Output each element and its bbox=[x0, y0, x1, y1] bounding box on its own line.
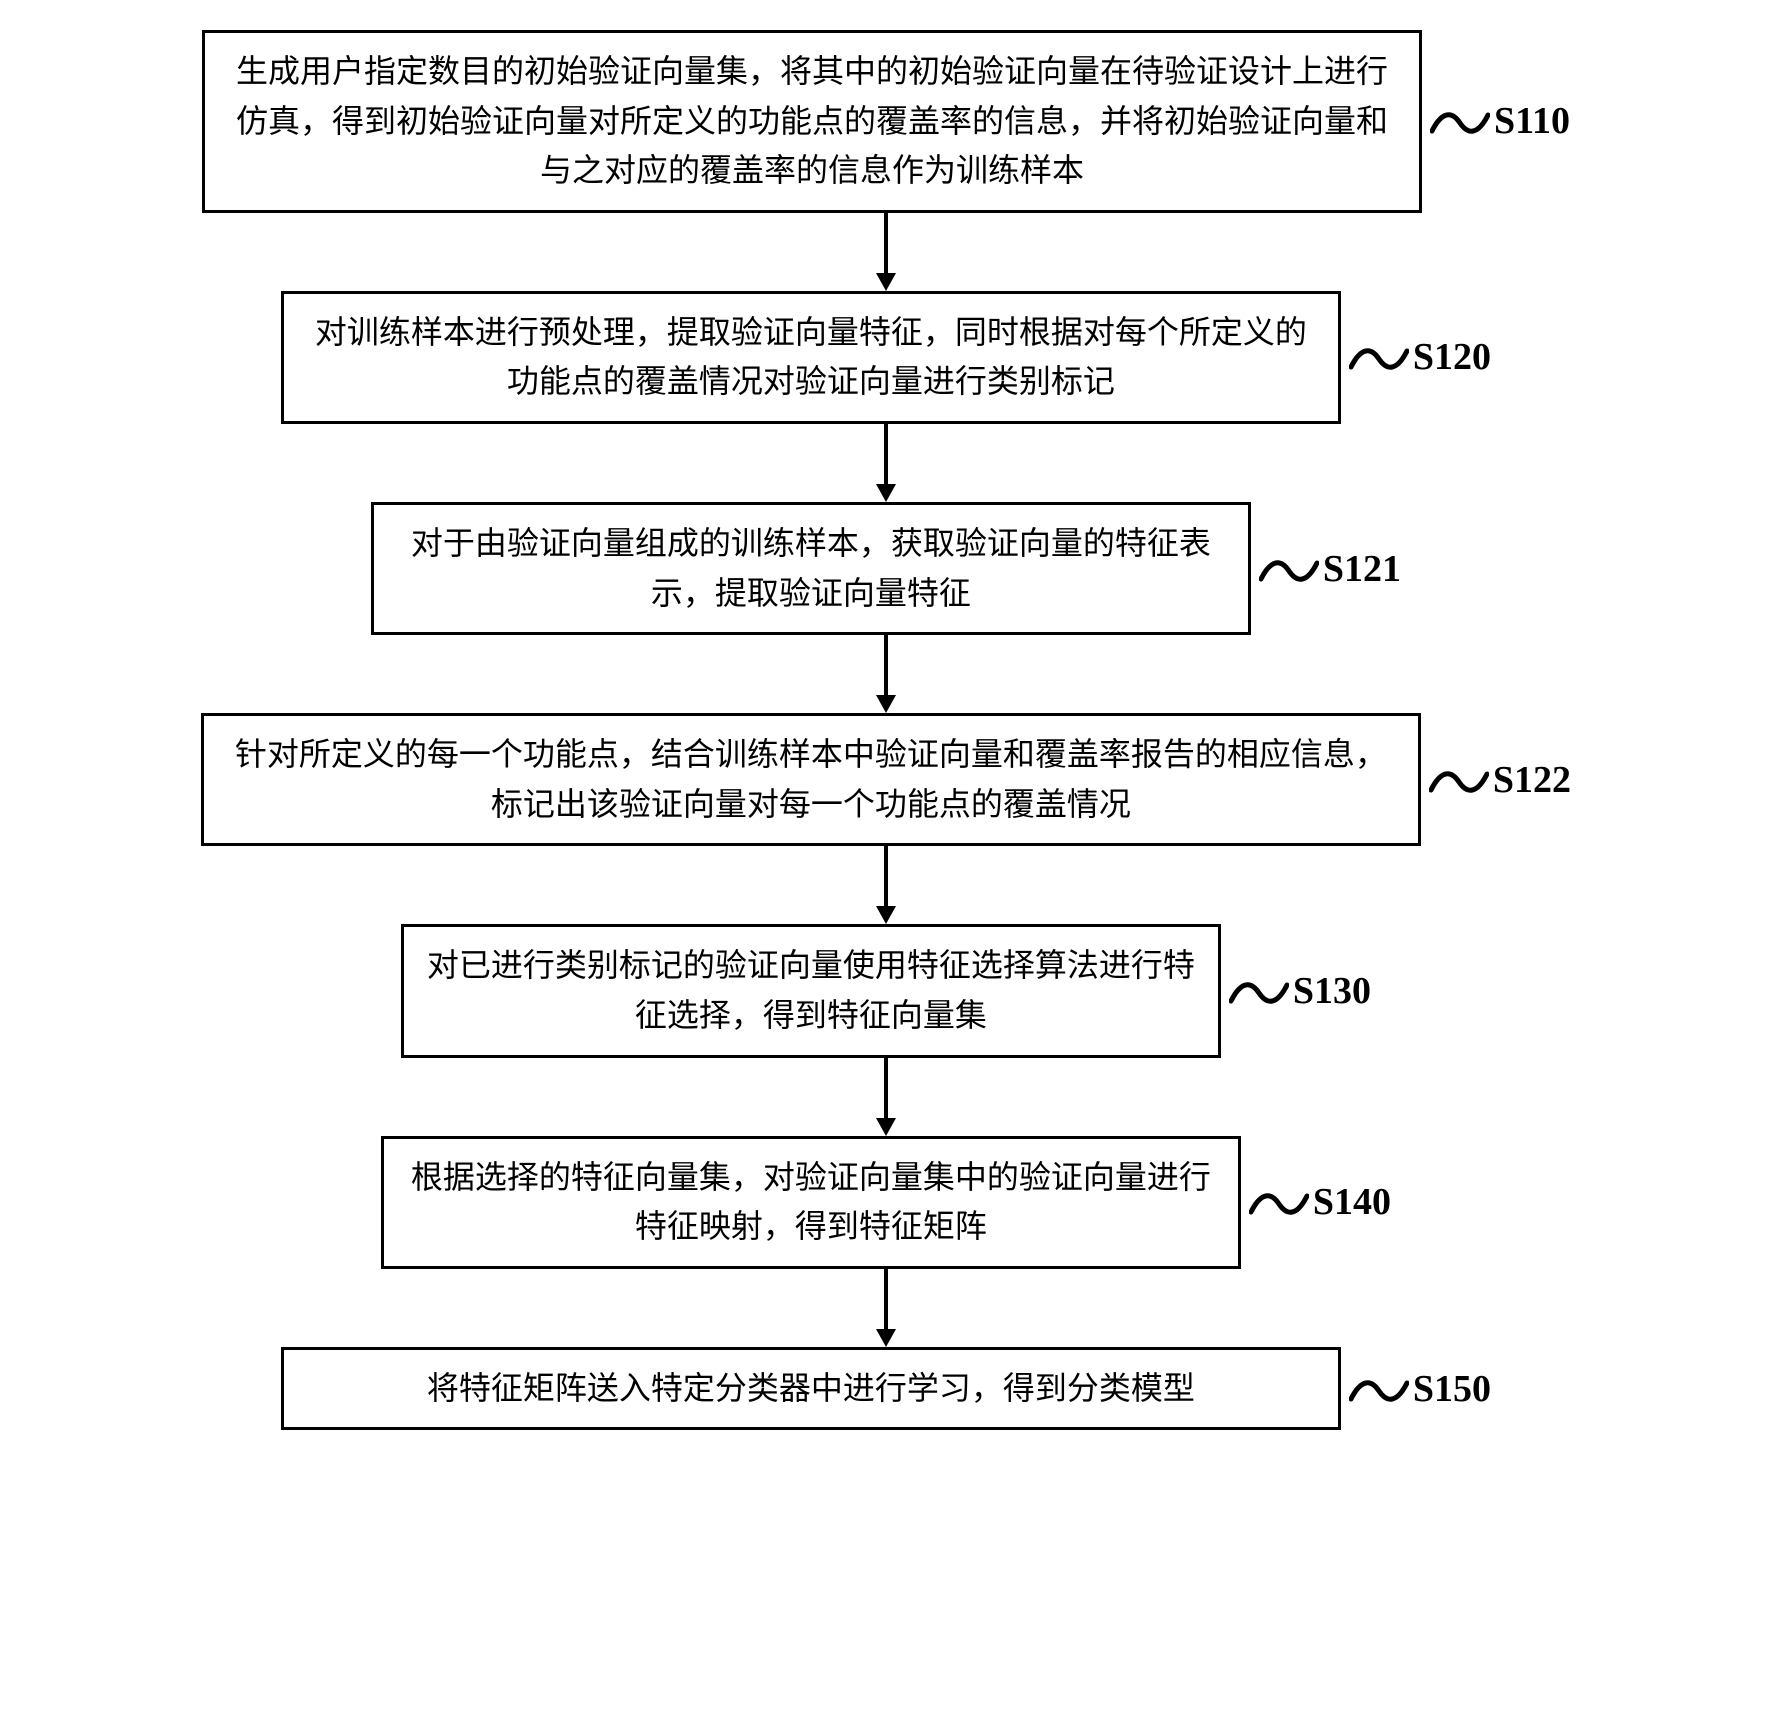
step-label: S140 bbox=[1313, 1180, 1391, 1224]
flowchart-step: 针对所定义的每一个功能点，结合训练样本中验证向量和覆盖率报告的相应信息，标记出该… bbox=[20, 713, 1752, 846]
step-box: 针对所定义的每一个功能点，结合训练样本中验证向量和覆盖率报告的相应信息，标记出该… bbox=[201, 713, 1421, 846]
flowchart-step: 将特征矩阵送入特定分类器中进行学习，得到分类模型 S150 bbox=[20, 1347, 1752, 1431]
step-box: 对于由验证向量组成的训练样本，获取验证向量的特征表示，提取验证向量特征 bbox=[371, 502, 1251, 635]
step-label-wrap: S120 bbox=[1349, 335, 1491, 379]
step-label-wrap: S150 bbox=[1349, 1367, 1491, 1411]
flowchart-step: 对于由验证向量组成的训练样本，获取验证向量的特征表示，提取验证向量特征 S121 bbox=[20, 502, 1752, 635]
step-label: S150 bbox=[1413, 1367, 1491, 1411]
step-label-wrap: S122 bbox=[1429, 758, 1571, 802]
flowchart-container: 生成用户指定数目的初始验证向量集，将其中的初始验证向量在待验证设计上进行仿真，得… bbox=[20, 30, 1752, 1430]
step-box: 对已进行类别标记的验证向量使用特征选择算法进行特征选择，得到特征向量集 bbox=[401, 924, 1221, 1057]
flowchart-step: 对训练样本进行预处理，提取验证向量特征，同时根据对每个所定义的功能点的覆盖情况对… bbox=[20, 291, 1752, 424]
step-box: 生成用户指定数目的初始验证向量集，将其中的初始验证向量在待验证设计上进行仿真，得… bbox=[202, 30, 1422, 213]
step-label-wrap: S121 bbox=[1259, 547, 1401, 591]
step-box: 将特征矩阵送入特定分类器中进行学习，得到分类模型 bbox=[281, 1347, 1341, 1431]
arrow-down-icon bbox=[871, 424, 901, 502]
step-label: S120 bbox=[1413, 335, 1491, 379]
flowchart-step: 生成用户指定数目的初始验证向量集，将其中的初始验证向量在待验证设计上进行仿真，得… bbox=[20, 30, 1752, 213]
arrow-down-icon bbox=[871, 1269, 901, 1347]
arrow-down-icon bbox=[871, 635, 901, 713]
step-label-wrap: S110 bbox=[1430, 99, 1570, 143]
step-label: S110 bbox=[1494, 99, 1570, 143]
step-label: S130 bbox=[1293, 969, 1371, 1013]
step-label: S122 bbox=[1493, 758, 1571, 802]
arrow-down-icon bbox=[871, 846, 901, 924]
step-box: 对训练样本进行预处理，提取验证向量特征，同时根据对每个所定义的功能点的覆盖情况对… bbox=[281, 291, 1341, 424]
step-label-wrap: S130 bbox=[1229, 969, 1371, 1013]
flowchart-step: 根据选择的特征向量集，对验证向量集中的验证向量进行特征映射，得到特征矩阵 S140 bbox=[20, 1136, 1752, 1269]
flowchart-step: 对已进行类别标记的验证向量使用特征选择算法进行特征选择，得到特征向量集 S130 bbox=[20, 924, 1752, 1057]
arrow-down-icon bbox=[871, 213, 901, 291]
step-label: S121 bbox=[1323, 547, 1401, 591]
step-box: 根据选择的特征向量集，对验证向量集中的验证向量进行特征映射，得到特征矩阵 bbox=[381, 1136, 1241, 1269]
step-label-wrap: S140 bbox=[1249, 1180, 1391, 1224]
arrow-down-icon bbox=[871, 1058, 901, 1136]
